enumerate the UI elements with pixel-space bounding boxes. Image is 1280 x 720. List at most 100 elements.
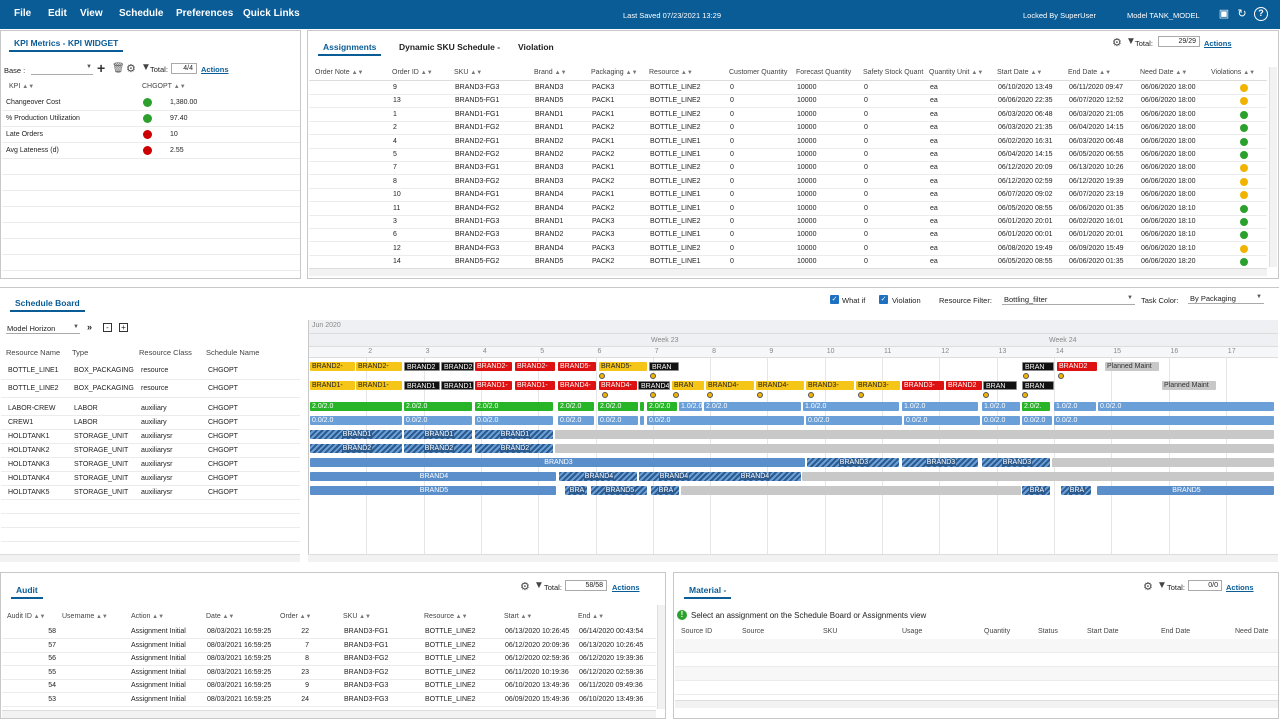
help-icon[interactable]: ? <box>1254 7 1268 21</box>
schedule-task-bar[interactable]: Planned Maint <box>1162 381 1216 390</box>
kpi-row[interactable]: % Production Utilization 97.40 <box>2 111 300 127</box>
resource-row[interactable]: HOLDTANK4 STORAGE_UNIT auxiliarysr CHGOPT <box>1 472 300 486</box>
schedule-task-bar[interactable]: BRAND4 <box>310 472 556 481</box>
menu-file[interactable]: File <box>14 8 32 19</box>
schedule-task-bar[interactable]: BRAND2 <box>404 444 472 453</box>
resource-hscroll[interactable] <box>0 554 300 562</box>
schedule-task-bar[interactable]: BRAN <box>983 381 1017 390</box>
filter-icon[interactable]: ▼ <box>141 62 151 73</box>
tab-assignments[interactable]: Assignments <box>318 42 382 56</box>
audit-row[interactable]: 56 Assignment Initial 08/03/2021 16:59:25 8… <box>2 653 656 666</box>
schedule-task-bar[interactable]: BRAND1- <box>475 381 512 390</box>
schedule-task-bar[interactable]: BRAND2 <box>310 444 402 453</box>
schedule-task-bar[interactable]: BRAND1 <box>404 430 472 439</box>
assign-col-header[interactable]: Order ID ▲▼ <box>392 69 433 76</box>
warning-marker-icon[interactable] <box>983 392 989 398</box>
assignment-row[interactable]: 5 BRAND2-FG2 BRAND2 PACK2 BOTTLE_LINE1 0 10000… <box>309 149 1267 162</box>
schedule-task-bar[interactable]: BRAND3 <box>982 458 1050 467</box>
schedule-task-bar[interactable]: BRAND2- <box>475 362 512 371</box>
warning-marker-icon[interactable] <box>707 392 713 398</box>
tab-dynamic-sku-schedule[interactable]: Dynamic SKU Schedule - <box>399 42 501 52</box>
material-hscroll[interactable] <box>675 700 1278 708</box>
resource-row[interactable]: HOLDTANK2 STORAGE_UNIT auxiliarysr CHGOPT <box>1 444 300 458</box>
schedule-task-bar[interactable]: BRAN <box>1022 381 1054 390</box>
resource-col-header[interactable]: Type <box>72 348 89 357</box>
schedule-task-bar[interactable]: BRAND4 <box>559 472 637 481</box>
audit-col-header[interactable]: End ▲▼ <box>578 613 605 620</box>
delete-icon[interactable]: 🗑 <box>112 63 125 74</box>
schedule-task-bar[interactable]: BRAND2 <box>1057 362 1097 371</box>
material-col-header[interactable]: Status <box>1038 628 1058 635</box>
assignment-row[interactable]: 4 BRAND2-FG1 BRAND2 PACK1 BOTTLE_LINE1 0 10000… <box>309 136 1267 149</box>
warning-marker-icon[interactable] <box>1022 392 1028 398</box>
schedule-task-bar[interactable]: BRA <box>1061 486 1091 495</box>
schedule-task-bar[interactable]: 2.0/2.0 <box>475 402 553 411</box>
base-select[interactable]: ▼ <box>31 64 93 75</box>
schedule-task-bar[interactable]: BRAND1- <box>310 381 355 390</box>
schedule-task-bar[interactable]: BRAN <box>649 362 679 371</box>
material-col-header[interactable]: SKU <box>823 628 838 635</box>
minus-icon[interactable]: - <box>103 323 112 332</box>
resource-row[interactable]: HOLDTANK5 STORAGE_UNIT auxiliarysr CHGOPT <box>1 486 300 500</box>
schedule-task-bar[interactable]: 0.0/2.0 <box>647 416 804 425</box>
schedule-task-bar[interactable]: BRAND2 <box>475 444 553 453</box>
kpi-tab[interactable]: KPI Metrics - KPI WIDGET <box>9 38 124 52</box>
material-col-header[interactable]: Need Date <box>1235 628 1269 635</box>
tab-audit[interactable]: Audit <box>11 585 43 599</box>
audit-actions-link[interactable]: Actions <box>612 583 640 592</box>
resource-row[interactable]: BOTTLE_LINE2 BOX_PACKAGING resource CHGOPT <box>1 380 300 398</box>
kpi-row[interactable]: Late Orders 10 <box>2 127 300 143</box>
assignment-row[interactable]: 11 BRAND4-FG2 BRAND4 PACK2 BOTTLE_LINE1 0 1000… <box>309 203 1267 216</box>
schedule-task-bar[interactable]: BRAND5 <box>591 486 647 495</box>
schedule-task-bar[interactable]: BRAN <box>1022 362 1054 371</box>
audit-row[interactable]: 58 Assignment Initial 08/03/2021 16:59:25 2… <box>2 626 656 639</box>
assignment-row[interactable]: 6 BRAND2-FG3 BRAND2 PACK3 BOTTLE_LINE1 0 10000… <box>309 229 1267 243</box>
schedule-task-bar[interactable]: BRAND1- <box>515 381 555 390</box>
plus-icon[interactable]: + <box>119 323 128 332</box>
assignments-vscroll[interactable] <box>1269 67 1277 267</box>
schedule-task-bar[interactable]: BRAND2- <box>356 362 402 371</box>
schedule-task-bar[interactable]: BRAND5 <box>310 486 556 495</box>
schedule-task-bar[interactable] <box>1052 458 1274 467</box>
tab-schedule-board[interactable]: Schedule Board <box>10 298 85 312</box>
schedule-task-bar[interactable]: 0.0/2.0 <box>310 416 402 425</box>
filter-icon[interactable]: ▼ <box>1157 580 1167 591</box>
resource-col-header[interactable]: Schedule Name <box>206 348 260 357</box>
schedule-task-bar[interactable]: BRAND3- <box>902 381 944 390</box>
schedule-task-bar[interactable] <box>640 402 644 411</box>
schedule-task-bar[interactable]: BRAND2 <box>404 362 440 371</box>
assignment-row[interactable]: 13 BRAND5-FG1 BRAND5 PACK1 BOTTLE_LINE2 0 1000… <box>309 95 1267 109</box>
schedule-task-bar[interactable]: Planned Maint <box>1105 362 1159 371</box>
schedule-task-bar[interactable]: 2.0/2. <box>1022 402 1050 411</box>
schedule-task-bar[interactable]: BRAND2 <box>441 362 474 371</box>
schedule-task-bar[interactable]: BRA <box>565 486 587 495</box>
schedule-task-bar[interactable] <box>555 444 1274 453</box>
col-kpi[interactable]: KPI ▲▼ <box>9 83 35 90</box>
schedule-task-bar[interactable]: BRAND1 <box>441 381 474 390</box>
resource-row[interactable]: HOLDTANK1 STORAGE_UNIT auxiliarysr CHGOPT <box>1 430 300 444</box>
schedule-task-bar[interactable] <box>555 430 1274 439</box>
resource-col-header[interactable]: Resource Name <box>6 348 61 357</box>
menu-view[interactable]: View <box>80 8 103 19</box>
audit-row[interactable]: 53 Assignment Initial 08/03/2021 16:59:25 2… <box>2 694 656 707</box>
warning-marker-icon[interactable] <box>858 392 864 398</box>
audit-col-header[interactable]: Start ▲▼ <box>504 613 533 620</box>
resource-row[interactable]: BOTTLE_LINE1 BOX_PACKAGING resource CHGOPT <box>1 362 300 380</box>
schedule-task-bar[interactable]: 0.0/2.0 <box>1054 416 1274 425</box>
filter-icon[interactable]: ▼ <box>1126 36 1136 47</box>
assign-col-header[interactable]: Brand ▲▼ <box>534 69 567 76</box>
menu-preferences[interactable]: Preferences <box>176 8 234 19</box>
gear-icon[interactable]: ⚙ <box>1112 37 1122 49</box>
schedule-task-bar[interactable]: 2.0/2.0 <box>647 402 677 411</box>
audit-row[interactable]: 57 Assignment Initial 08/03/2021 16:59:25 7… <box>2 640 656 653</box>
assignments-hscroll[interactable] <box>309 268 1267 276</box>
schedule-task-bar[interactable]: BRAND4- <box>706 381 754 390</box>
schedule-task-bar[interactable]: 0.0/2.0 <box>598 416 638 425</box>
schedule-task-bar[interactable]: BRAND2- <box>515 362 555 371</box>
schedule-task-bar[interactable] <box>640 416 644 425</box>
schedule-task-bar[interactable]: BRA <box>1022 486 1050 495</box>
warning-marker-icon[interactable] <box>650 373 656 379</box>
gear-icon[interactable]: ⚙ <box>520 581 530 593</box>
schedule-task-bar[interactable]: 0.0/2.0 <box>806 416 902 425</box>
schedule-task-bar[interactable]: 2.0/2.0 <box>310 402 402 411</box>
